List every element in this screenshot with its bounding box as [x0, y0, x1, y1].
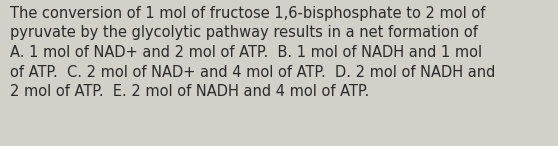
Text: The conversion of 1 mol of fructose 1,6-bisphosphate to 2 mol of
pyruvate by the: The conversion of 1 mol of fructose 1,6-… [10, 6, 496, 99]
